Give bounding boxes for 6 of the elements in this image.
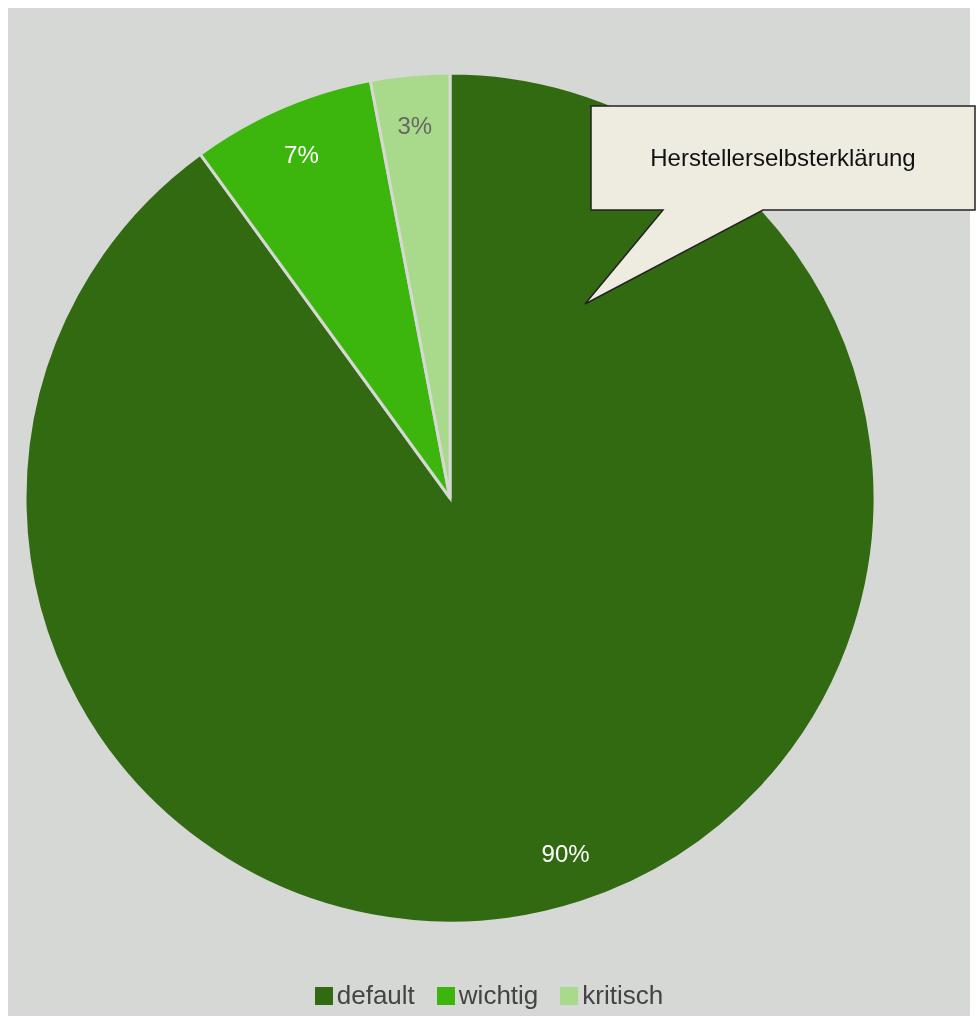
legend-label: wichtig (458, 980, 539, 1011)
slice-label: default (336, 980, 415, 1011)
legend-label: kritisch (582, 980, 664, 1011)
data-label: 3% (397, 112, 433, 140)
data-label: 7% (284, 141, 319, 169)
data-label: 90% (541, 840, 590, 868)
